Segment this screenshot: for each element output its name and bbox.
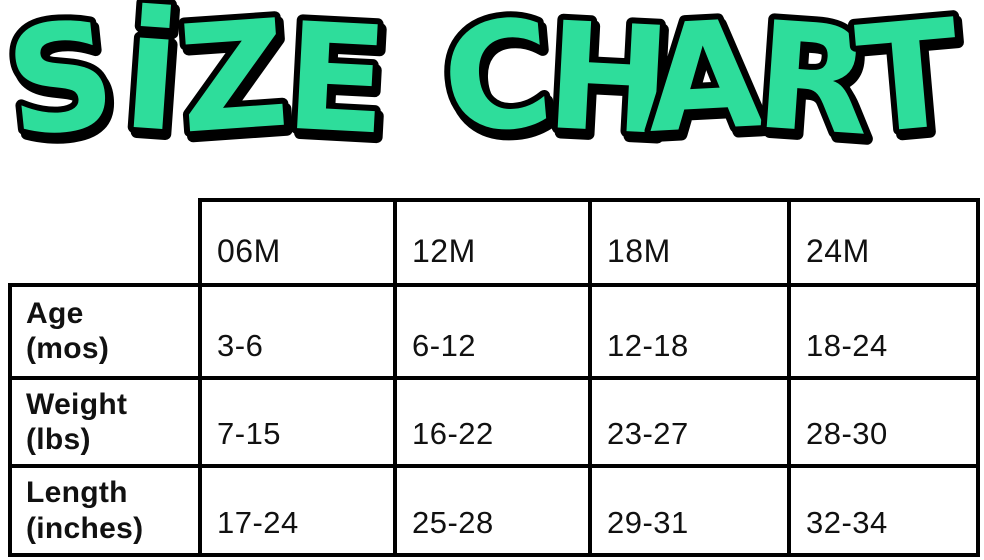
row-label-line1: Length [26, 476, 128, 510]
title-letter: T [851, 0, 967, 167]
title-letter: Z [174, 0, 293, 167]
row-label-line1: Weight [26, 387, 128, 421]
table-cell-length-18m: 29-31 [588, 464, 787, 553]
table-cell-weight-06m: 7-15 [198, 375, 393, 465]
row-label-line2: (lbs) [26, 422, 91, 456]
row-label-line2: (mos) [26, 332, 110, 366]
size-table-body: Age (mos) 3-6 6-12 12-18 18-24 Weight (l… [8, 283, 980, 557]
title-letter: R [751, 0, 877, 169]
table-cell-length-12m: 25-28 [393, 464, 588, 553]
column-header-18m: 18M [588, 202, 787, 283]
row-label-line2: (inches) [26, 511, 144, 545]
table-cell-length-06m: 17-24 [198, 464, 393, 553]
table-cell-age-12m: 6-12 [393, 287, 588, 376]
column-header-24m: 24M [787, 202, 976, 283]
title-letters: S i Z E C H A R T [0, 0, 972, 175]
title-letter: H [542, 0, 675, 168]
table-cell-age-24m: 18-24 [787, 287, 976, 376]
table-cell-weight-12m: 16-22 [393, 375, 588, 465]
title-letter: A [643, 0, 766, 166]
title-letter: C [436, 0, 559, 168]
table-header-row: 06M 12M 18M 24M [198, 198, 980, 287]
row-label-weight: Weight (lbs) [12, 375, 198, 465]
column-header-06m: 06M [217, 233, 281, 269]
table-cell-age-06m: 3-6 [198, 287, 393, 376]
row-label-age: Age (mos) [12, 287, 198, 376]
table-cell-length-24m: 32-34 [787, 464, 976, 553]
table-cell-weight-24m: 28-30 [787, 375, 976, 465]
row-label-length: Length (inches) [12, 464, 198, 553]
row-label-line1: Age [26, 296, 84, 330]
column-header-12m: 12M [393, 202, 588, 283]
title-letter: S [0, 0, 123, 170]
table-cell-weight-18m: 23-27 [588, 375, 787, 465]
table-cell-age-18m: 12-18 [588, 287, 787, 376]
page-title: S i Z E C H A R T [0, 0, 972, 175]
title-letter: E [282, 0, 392, 168]
